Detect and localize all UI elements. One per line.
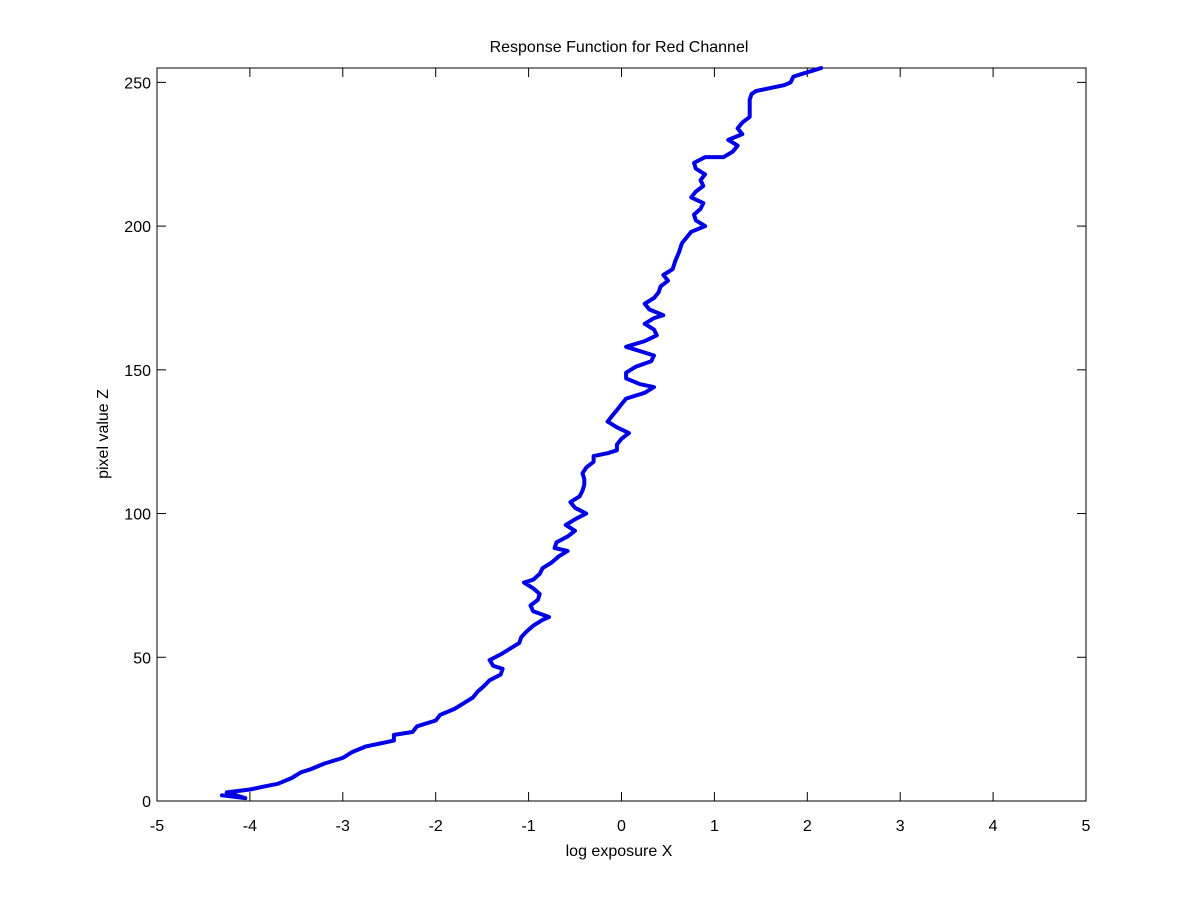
y-axis-label: pixel value Z [95, 389, 112, 479]
x-tick-label: -5 [150, 818, 164, 835]
y-tick-label: 250 [124, 75, 151, 92]
series-layer [220, 66, 824, 801]
y-tick-label: 100 [124, 507, 151, 524]
x-tick-label: -2 [429, 818, 443, 835]
y-tick-label: 50 [133, 650, 151, 667]
x-tick-label: 0 [617, 818, 626, 835]
y-tick-label: 0 [142, 794, 151, 811]
x-tick-label: -1 [521, 818, 535, 835]
x-tick-label: 2 [803, 818, 812, 835]
y-tick-label: 150 [124, 363, 151, 380]
x-axis-label: log exposure X [566, 843, 673, 860]
plot-area-frame [156, 67, 1087, 802]
chart-title: Response Function for Red Channel [490, 39, 749, 56]
x-tick-label: 4 [989, 818, 998, 835]
x-axis-ticks: -5 -4 -3 -2 -1 0 1 2 3 4 5 [150, 68, 1091, 835]
x-tick-label: -4 [243, 818, 257, 835]
x-tick-label: 1 [710, 818, 719, 835]
y-tick-label: 200 [124, 219, 151, 236]
response-curve-line [220, 66, 824, 801]
x-tick-label: 5 [1082, 818, 1091, 835]
x-tick-label: 3 [896, 818, 905, 835]
x-tick-label: -3 [336, 818, 350, 835]
y-axis-ticks: 0 50 100 150 200 250 [124, 75, 1086, 811]
